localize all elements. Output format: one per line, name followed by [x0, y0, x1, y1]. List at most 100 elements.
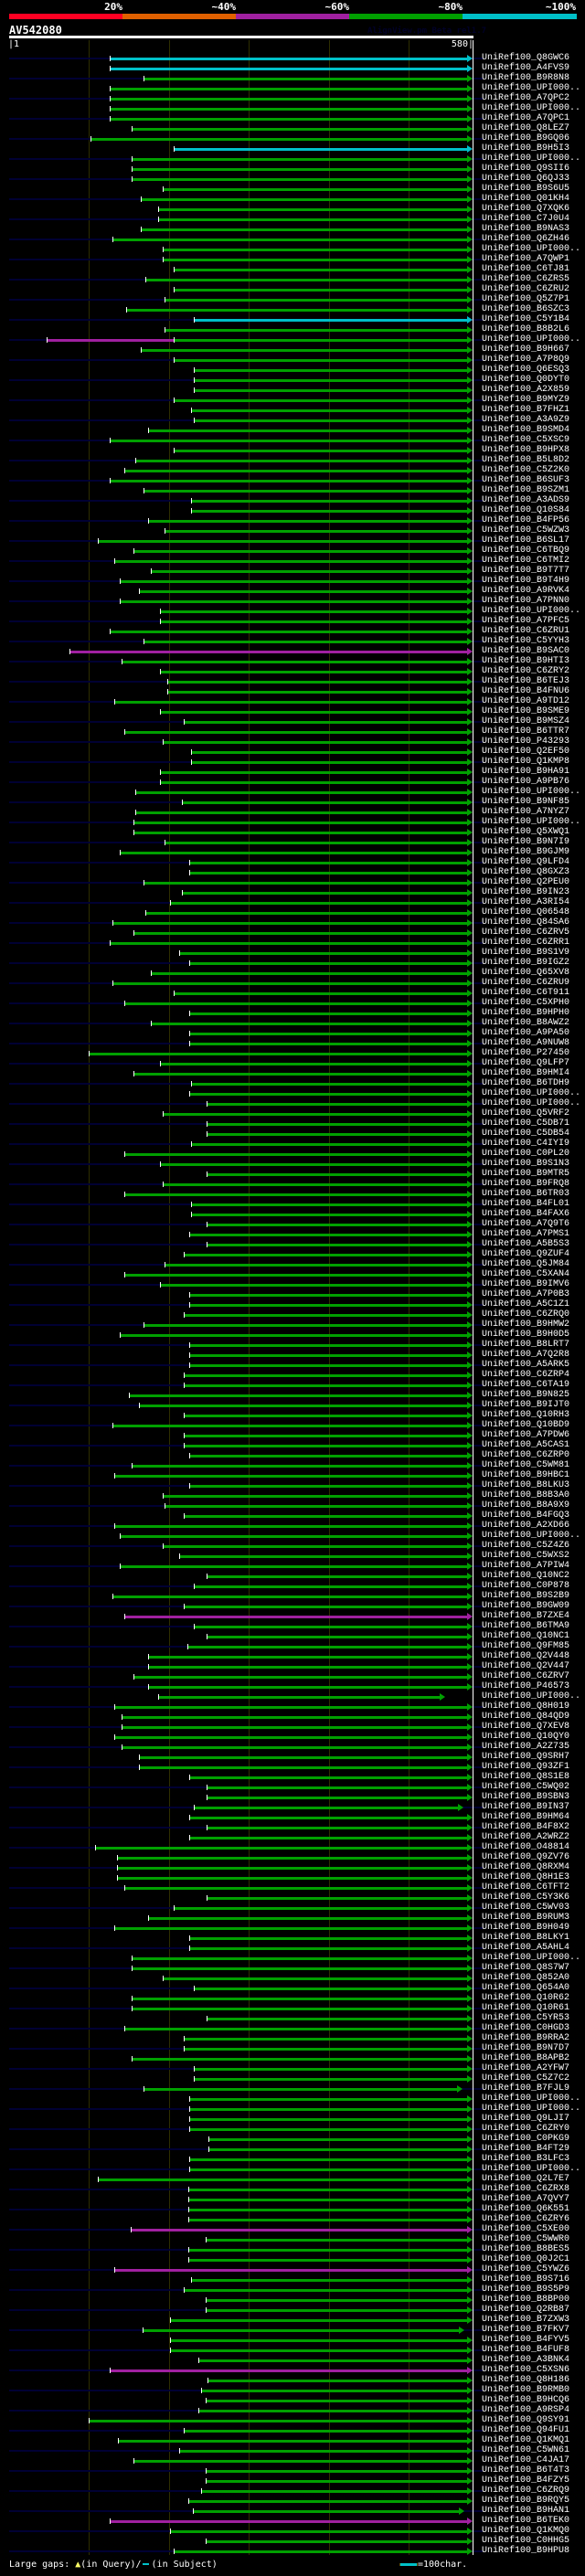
subject-label[interactable]: UniRef100_UPI000.. — [482, 1691, 581, 1701]
subject-label[interactable]: UniRef100_B9NF85 — [482, 797, 570, 807]
subject-label[interactable]: UniRef100_C5XE00 — [482, 2224, 570, 2234]
subject-label[interactable]: UniRef100_A5AHL4 — [482, 1943, 570, 1953]
subject-label[interactable]: UniRef100_B9HM64 — [482, 1812, 570, 1822]
subject-label[interactable]: UniRef100_C7J0U4 — [482, 214, 570, 224]
subject-label[interactable]: UniRef100_Q9SRH7 — [482, 1752, 570, 1762]
subject-label[interactable]: UniRef100_B9S1V9 — [482, 948, 570, 958]
subject-label[interactable]: UniRef100_A5ARK5 — [482, 1360, 570, 1370]
subject-label[interactable]: UniRef100_B8A9X9 — [482, 1500, 570, 1511]
subject-label[interactable]: UniRef100_UPI000.. — [482, 244, 581, 254]
subject-label[interactable]: UniRef100_C5YWZ6 — [482, 2264, 570, 2274]
subject-label[interactable]: UniRef100_C6ZRP0 — [482, 1450, 570, 1460]
subject-label[interactable]: UniRef100_B9S2B9 — [482, 1591, 570, 1601]
subject-label[interactable]: UniRef100_C6ZRY6 — [482, 2214, 570, 2224]
subject-label[interactable]: UniRef100_B8LKY1 — [482, 1933, 570, 1943]
subject-label[interactable]: UniRef100_B4FGQ3 — [482, 1511, 570, 1521]
subject-label[interactable]: UniRef100_C5Z2K0 — [482, 465, 570, 475]
subject-label[interactable]: UniRef100_C6T911 — [482, 988, 570, 998]
subject-label[interactable]: UniRef100_C6ZRY0 — [482, 2124, 570, 2134]
subject-label[interactable]: UniRef100_A7Q2R8 — [482, 1350, 570, 1360]
subject-label[interactable]: UniRef100_B9IN23 — [482, 887, 570, 897]
subject-label[interactable]: UniRef100_C6ZRU9 — [482, 978, 570, 988]
subject-label[interactable]: UniRef100_C5WN61 — [482, 2445, 570, 2455]
subject-label[interactable]: UniRef100_B9R8N8 — [482, 73, 570, 83]
subject-label[interactable]: UniRef100_B7FJL9 — [482, 2083, 570, 2094]
subject-label[interactable]: UniRef100_B7FHZ1 — [482, 405, 570, 415]
subject-label[interactable]: UniRef100_A7P0B3 — [482, 1289, 570, 1299]
subject-label[interactable]: UniRef100_Q6K551 — [482, 2204, 570, 2214]
subject-label[interactable]: UniRef100_UPI000.. — [482, 1531, 581, 1541]
subject-label[interactable]: UniRef100_Q10R61 — [482, 2003, 570, 2013]
subject-label[interactable]: UniRef100_Q5Z7P1 — [482, 294, 570, 304]
subject-label[interactable]: UniRef100_UPI000.. — [482, 103, 581, 113]
subject-label[interactable]: UniRef100_A7QWP1 — [482, 254, 570, 264]
subject-label[interactable]: UniRef100_Q9LJI7 — [482, 2114, 570, 2124]
subject-label[interactable]: UniRef100_B9H049 — [482, 1923, 570, 1933]
subject-label[interactable]: UniRef100_B6TTR7 — [482, 726, 570, 737]
subject-label[interactable]: UniRef100_B9S6U5 — [482, 184, 570, 194]
subject-label[interactable]: UniRef100_A9PB76 — [482, 777, 570, 787]
subject-label[interactable]: UniRef100_A3RI54 — [482, 897, 570, 907]
subject-label[interactable]: UniRef100_B9HPX8 — [482, 445, 570, 455]
subject-label[interactable]: UniRef100_B6TEJ3 — [482, 676, 570, 686]
subject-label[interactable]: UniRef100_Q6QJ33 — [482, 174, 570, 184]
subject-label[interactable]: UniRef100_B9MYZ9 — [482, 395, 570, 405]
subject-label[interactable]: UniRef100_B9SMD4 — [482, 425, 570, 435]
subject-label[interactable]: UniRef100_P43293 — [482, 737, 570, 747]
subject-label[interactable]: UniRef100_UPI000.. — [482, 1098, 581, 1108]
subject-label[interactable]: UniRef100_B6TR03 — [482, 1189, 570, 1199]
subject-label[interactable]: UniRef100_C4JA17 — [482, 2455, 570, 2465]
subject-label[interactable]: UniRef100_Q8S1E8 — [482, 1772, 570, 1782]
subject-label[interactable]: UniRef100_B6TEK0 — [482, 2516, 570, 2526]
subject-label[interactable]: UniRef100_B8BP00 — [482, 2295, 570, 2305]
subject-label[interactable]: UniRef100_C6TJ81 — [482, 264, 570, 274]
subject-label[interactable]: UniRef100_B9SAC0 — [482, 646, 570, 656]
subject-label[interactable]: UniRef100_A7PFC5 — [482, 616, 570, 626]
subject-label[interactable]: UniRef100_B8B3A0 — [482, 1490, 570, 1500]
subject-label[interactable]: UniRef100_A7QVY7 — [482, 2194, 570, 2204]
subject-label[interactable]: UniRef100_Q8H019 — [482, 1701, 570, 1712]
subject-label[interactable]: UniRef100_Q9ZV76 — [482, 1852, 570, 1862]
subject-label[interactable]: UniRef100_B9SBN3 — [482, 1792, 570, 1802]
subject-label[interactable]: UniRef100_B7ZXE4 — [482, 1611, 570, 1621]
subject-label[interactable]: UniRef100_Q8GWC6 — [482, 53, 570, 63]
subject-label[interactable]: UniRef100_C5XAN4 — [482, 1269, 570, 1279]
subject-label[interactable]: UniRef100_B9MSZ4 — [482, 716, 570, 726]
subject-label[interactable]: UniRef100_C5XPH0 — [482, 998, 570, 1008]
subject-label[interactable]: UniRef100_B9IGZ2 — [482, 958, 570, 968]
subject-label[interactable]: UniRef100_B4FAX6 — [482, 1209, 570, 1219]
subject-label[interactable]: UniRef100_B9H5I3 — [482, 143, 570, 154]
subject-label[interactable]: UniRef100_Q10R62 — [482, 1993, 570, 2003]
subject-label[interactable]: UniRef100_UPI000.. — [482, 83, 581, 93]
subject-label[interactable]: UniRef100_Q852A0 — [482, 1973, 570, 1983]
subject-label[interactable]: UniRef100_B9RQY5 — [482, 2496, 570, 2506]
subject-label[interactable]: UniRef100_C5XSC9 — [482, 435, 570, 445]
subject-label[interactable]: UniRef100_B4FUF8 — [482, 2345, 570, 2355]
subject-label[interactable]: UniRef100_B6TMA9 — [482, 1621, 570, 1631]
subject-label[interactable]: UniRef100_B8LRT7 — [482, 1340, 570, 1350]
subject-label[interactable]: UniRef100_C5Y3K6 — [482, 1892, 570, 1903]
subject-label[interactable]: UniRef100_B9GQ06 — [482, 133, 570, 143]
subject-label[interactable]: UniRef100_B9IN37 — [482, 1802, 570, 1812]
subject-label[interactable]: UniRef100_Q2PEU0 — [482, 877, 570, 887]
subject-label[interactable]: UniRef100_B9T4H9 — [482, 576, 570, 586]
subject-label[interactable]: UniRef100_C6ZRP4 — [482, 1370, 570, 1380]
subject-label[interactable]: UniRef100_A9RVK4 — [482, 586, 570, 596]
subject-label[interactable]: UniRef100_A9PA50 — [482, 1028, 570, 1038]
subject-label[interactable]: UniRef100_UPI000.. — [482, 2164, 581, 2174]
subject-label[interactable]: UniRef100_B4FNU6 — [482, 686, 570, 696]
subject-label[interactable]: UniRef100_A3A9Z9 — [482, 415, 570, 425]
subject-label[interactable]: UniRef100_B5L8D2 — [482, 455, 570, 465]
subject-label[interactable]: UniRef100_A7PMS1 — [482, 1229, 570, 1239]
subject-label[interactable]: UniRef100_A5B5S3 — [482, 1239, 570, 1249]
subject-label[interactable]: UniRef100_UPI000.. — [482, 2104, 581, 2114]
subject-label[interactable]: UniRef100_B9S1N3 — [482, 1159, 570, 1169]
subject-label[interactable]: UniRef100_C6ZRR1 — [482, 938, 570, 948]
subject-label[interactable]: UniRef100_A2YFW7 — [482, 2063, 570, 2073]
subject-label[interactable]: UniRef100_B9H0D5 — [482, 1330, 570, 1340]
subject-label[interactable]: UniRef100_Q2V447 — [482, 1661, 570, 1671]
subject-label[interactable]: UniRef100_C5WM81 — [482, 1460, 570, 1470]
subject-label[interactable]: UniRef100_B9RMB0 — [482, 2385, 570, 2395]
subject-label[interactable]: UniRef100_C5WXS2 — [482, 1551, 570, 1561]
subject-label[interactable]: UniRef100_B9GW09 — [482, 1601, 570, 1611]
